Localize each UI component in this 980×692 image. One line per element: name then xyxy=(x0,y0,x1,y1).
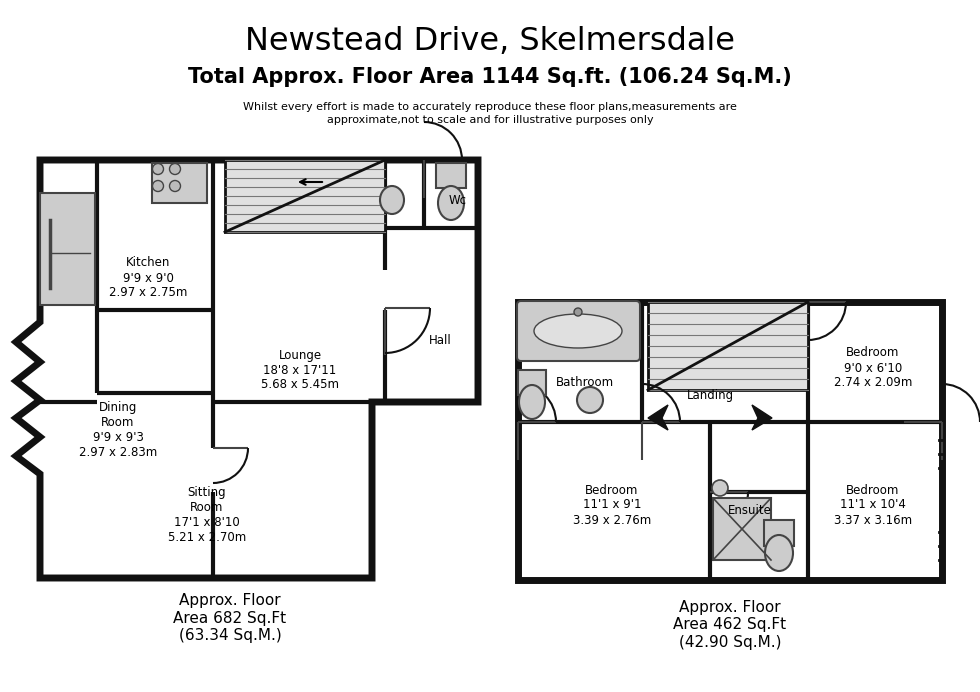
Circle shape xyxy=(153,163,164,174)
Bar xyxy=(40,193,95,305)
Bar xyxy=(436,163,466,188)
Ellipse shape xyxy=(765,535,793,571)
Text: Approx. Floor
Area 682 Sq.Ft
(63.34 Sq.M.): Approx. Floor Area 682 Sq.Ft (63.34 Sq.M… xyxy=(173,593,286,643)
Bar xyxy=(518,302,942,580)
Text: approximate,not to scale and for illustrative purposes only: approximate,not to scale and for illustr… xyxy=(326,115,654,125)
Text: Bedroom
9'0 x 6'10
2.74 x 2.09m: Bedroom 9'0 x 6'10 2.74 x 2.09m xyxy=(834,347,912,390)
Text: Newstead Drive, Skelmersdale: Newstead Drive, Skelmersdale xyxy=(245,26,735,57)
Text: Kitchen
9'9 x 9'0
2.97 x 2.75m: Kitchen 9'9 x 9'0 2.97 x 2.75m xyxy=(109,257,187,300)
Ellipse shape xyxy=(380,186,404,214)
Bar xyxy=(225,160,385,232)
Bar xyxy=(764,520,794,546)
Text: Landing: Landing xyxy=(686,388,734,401)
Circle shape xyxy=(153,181,164,192)
Text: Bathroom: Bathroom xyxy=(556,376,614,390)
Ellipse shape xyxy=(519,385,545,419)
Text: Dining
Room
9'9 x 9'3
2.97 x 2.83m: Dining Room 9'9 x 9'3 2.97 x 2.83m xyxy=(78,401,157,459)
Bar xyxy=(713,498,771,560)
FancyBboxPatch shape xyxy=(517,301,640,361)
Ellipse shape xyxy=(577,387,603,413)
Bar xyxy=(518,370,546,395)
Ellipse shape xyxy=(534,314,622,348)
Text: Bedroom
11'1 x 9'1
3.39 x 2.76m: Bedroom 11'1 x 9'1 3.39 x 2.76m xyxy=(573,484,651,527)
Polygon shape xyxy=(752,405,772,430)
Text: Total Approx. Floor Area 1144 Sq.ft. (106.24 Sq.M.): Total Approx. Floor Area 1144 Sq.ft. (10… xyxy=(188,67,792,87)
Text: Whilst every effort is made to accurately reproduce these floor plans,measuremen: Whilst every effort is made to accuratel… xyxy=(243,102,737,112)
Text: Sitting
Room
17'1 x 8'10
5.21 x 2.70m: Sitting Room 17'1 x 8'10 5.21 x 2.70m xyxy=(168,486,246,544)
Circle shape xyxy=(170,163,180,174)
Text: Lounge
18'8 x 17'11
5.68 x 5.45m: Lounge 18'8 x 17'11 5.68 x 5.45m xyxy=(261,349,339,392)
Ellipse shape xyxy=(438,186,464,220)
Circle shape xyxy=(712,480,728,496)
Text: Wc: Wc xyxy=(449,194,467,206)
Circle shape xyxy=(170,181,180,192)
Text: Hall: Hall xyxy=(428,334,452,347)
Bar xyxy=(152,163,207,203)
Polygon shape xyxy=(16,160,478,578)
Circle shape xyxy=(574,308,582,316)
Text: Approx. Floor
Area 462 Sq.Ft
(42.90 Sq.M.): Approx. Floor Area 462 Sq.Ft (42.90 Sq.M… xyxy=(673,600,787,650)
Text: Bedroom
11'1 x 10'4
3.37 x 3.16m: Bedroom 11'1 x 10'4 3.37 x 3.16m xyxy=(834,484,912,527)
Polygon shape xyxy=(648,405,668,430)
Text: Ensuite: Ensuite xyxy=(728,504,772,516)
Bar xyxy=(648,302,808,390)
